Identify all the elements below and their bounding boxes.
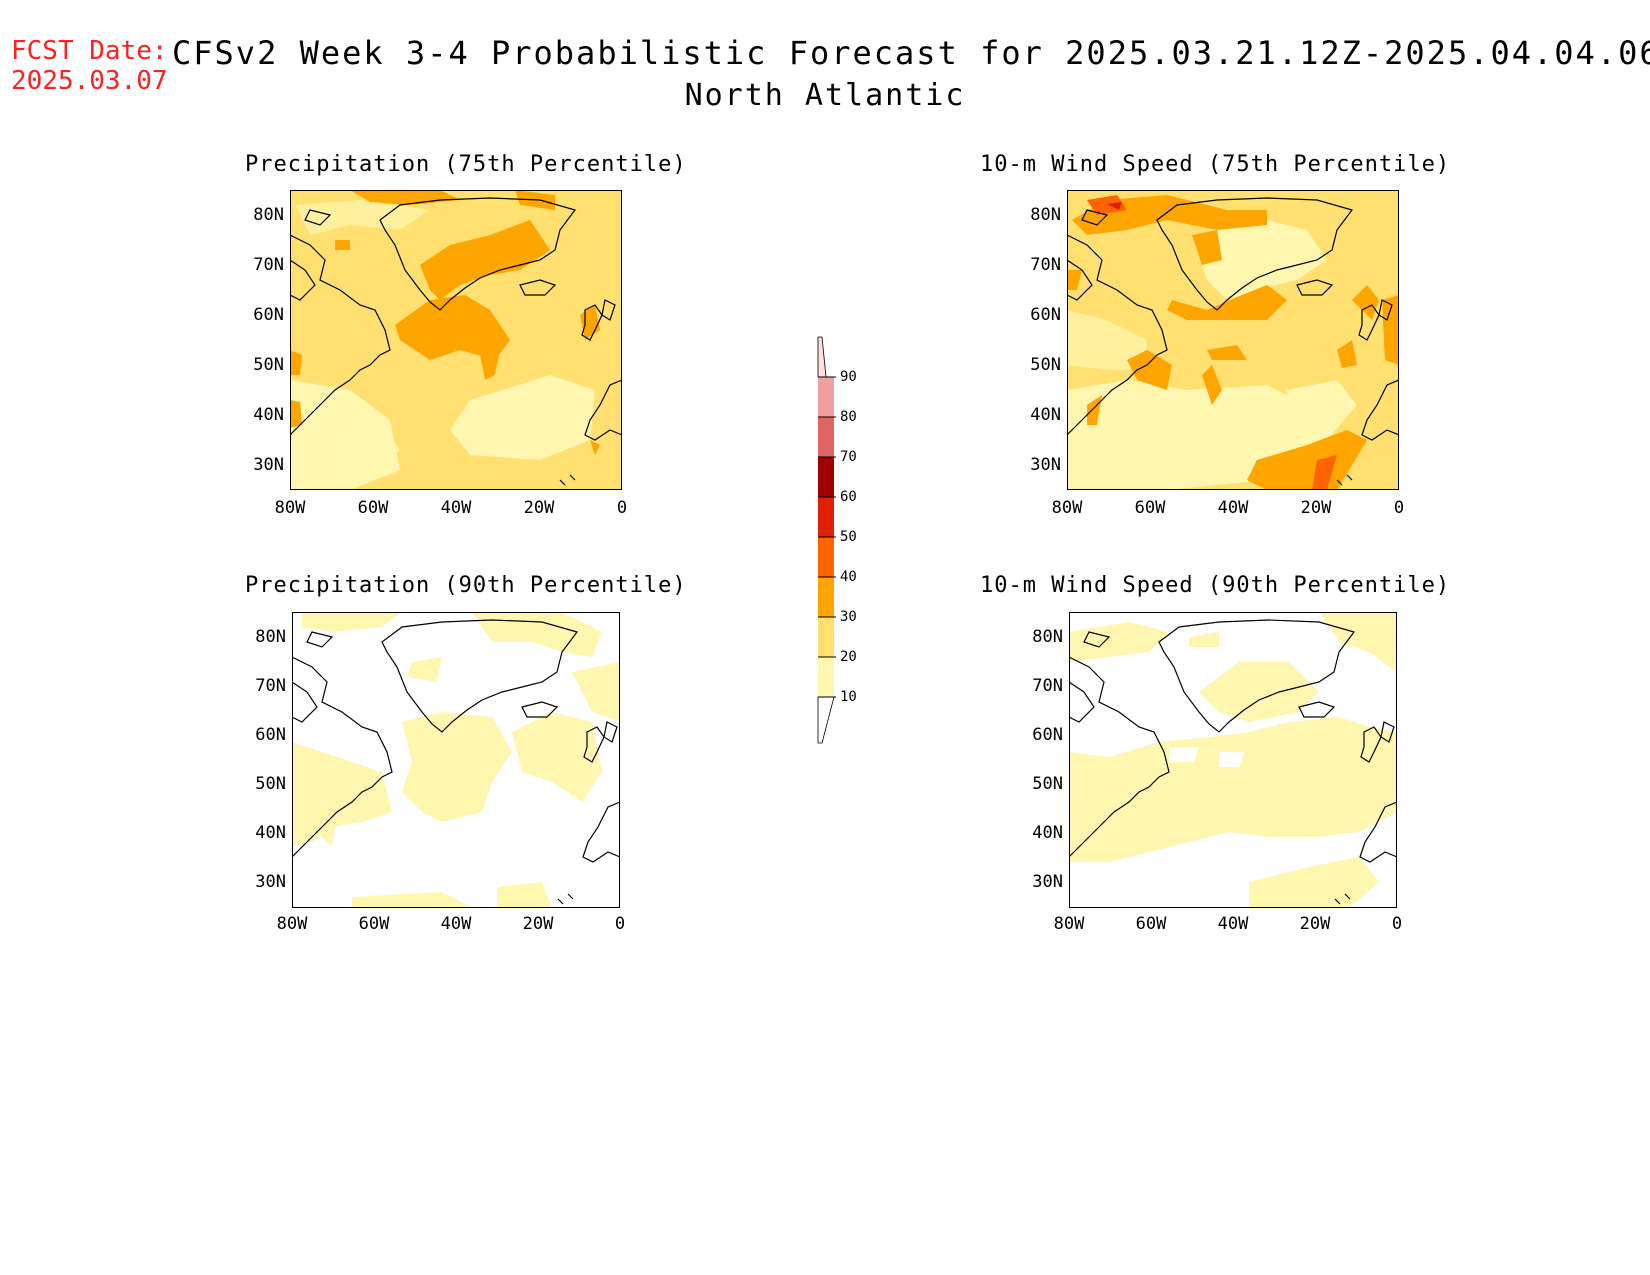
lon-label: 0 — [1393, 498, 1405, 518]
lat-label: 60N — [255, 725, 286, 745]
lon-label: 80W — [1053, 914, 1085, 934]
lat-label: 70N — [255, 676, 286, 696]
colorbar-swatch-20-30 — [818, 617, 834, 657]
colorbar-label: 60 — [840, 489, 857, 505]
map-precip-90 — [292, 612, 620, 908]
colorbar-swatch-80-90 — [818, 377, 834, 417]
map-wind-90 — [1069, 612, 1397, 908]
forecast-date-value: 2025.03.07 — [11, 66, 168, 96]
lon-label: 80W — [1051, 498, 1083, 518]
panel-title-precip-75: Precipitation (75th Percentile) — [245, 152, 687, 177]
lat-label: 50N — [1030, 355, 1061, 375]
lat-label: 70N — [253, 255, 284, 275]
panel-title-wind-75: 10-m Wind Speed (75th Percentile) — [980, 152, 1451, 177]
region-subtitle: North Atlantic — [684, 78, 966, 113]
lon-label: 40W — [1217, 914, 1249, 934]
panel-title-wind-90: 10-m Wind Speed (90th Percentile) — [980, 573, 1451, 598]
colorbar-label: 90 — [840, 369, 857, 385]
lat-label: 40N — [255, 823, 286, 843]
lat-label: 70N — [1032, 676, 1063, 696]
colorbar-swatch-60-70 — [818, 457, 834, 497]
lat-label: 40N — [253, 405, 284, 425]
lon-label: 40W — [440, 498, 472, 518]
lat-label: 40N — [1030, 405, 1061, 425]
lon-label: 60W — [357, 498, 389, 518]
forecast-date-block: FCST Date: 2025.03.07 — [11, 36, 168, 96]
lon-label: 80W — [274, 498, 306, 518]
lat-label: 30N — [1030, 455, 1061, 475]
lat-label: 50N — [1032, 774, 1063, 794]
lat-label: 60N — [1030, 305, 1061, 325]
colorbar-cap-bottom — [817, 696, 835, 744]
colorbar-label: 80 — [840, 409, 857, 425]
lon-label: 60W — [358, 914, 390, 934]
lon-label: 40W — [1217, 498, 1249, 518]
colorbar-label: 20 — [840, 649, 857, 665]
colorbar: 90 80 70 60 50 40 30 20 10 — [800, 335, 860, 749]
colorbar-swatch-40-50 — [818, 537, 834, 577]
lat-label: 40N — [1032, 823, 1063, 843]
lon-label: 20W — [522, 914, 554, 934]
colorbar-swatch-50-60 — [818, 497, 834, 537]
lat-label: 30N — [255, 872, 286, 892]
lat-label: 70N — [1030, 255, 1061, 275]
colorbar-swatch-10-20 — [818, 657, 834, 697]
lon-label: 20W — [1299, 914, 1331, 934]
colorbar-label: 50 — [840, 529, 857, 545]
lat-label: 60N — [1032, 725, 1063, 745]
page-title: CFSv2 Week 3-4 Probabilistic Forecast fo… — [172, 34, 1650, 72]
lon-label: 20W — [523, 498, 555, 518]
lat-label: 80N — [253, 205, 284, 225]
colorbar-label: 10 — [840, 689, 857, 705]
colorbar-label: 30 — [840, 609, 857, 625]
lat-label: 80N — [255, 627, 286, 647]
lat-label: 80N — [1030, 205, 1061, 225]
lon-label: 40W — [440, 914, 472, 934]
lat-label: 80N — [1032, 627, 1063, 647]
map-wind-75 — [1067, 190, 1399, 490]
lon-label: 80W — [276, 914, 308, 934]
map-precip-75 — [290, 190, 622, 490]
lon-label: 60W — [1134, 498, 1166, 518]
lat-label: 30N — [253, 455, 284, 475]
colorbar-label: 40 — [840, 569, 857, 585]
colorbar-cap-top — [817, 336, 827, 378]
lat-label: 60N — [253, 305, 284, 325]
colorbar-label: 70 — [840, 449, 857, 465]
forecast-date-label: FCST Date: — [11, 36, 168, 66]
lat-label: 50N — [255, 774, 286, 794]
colorbar-swatch-30-40 — [818, 577, 834, 617]
colorbar-swatch-70-80 — [818, 417, 834, 457]
lon-label: 20W — [1300, 498, 1332, 518]
lon-label: 60W — [1135, 914, 1167, 934]
lat-label: 30N — [1032, 872, 1063, 892]
lat-label: 50N — [253, 355, 284, 375]
panel-title-precip-90: Precipitation (90th Percentile) — [245, 573, 687, 598]
lon-label: 0 — [614, 914, 626, 934]
lon-label: 0 — [616, 498, 628, 518]
lon-label: 0 — [1391, 914, 1403, 934]
